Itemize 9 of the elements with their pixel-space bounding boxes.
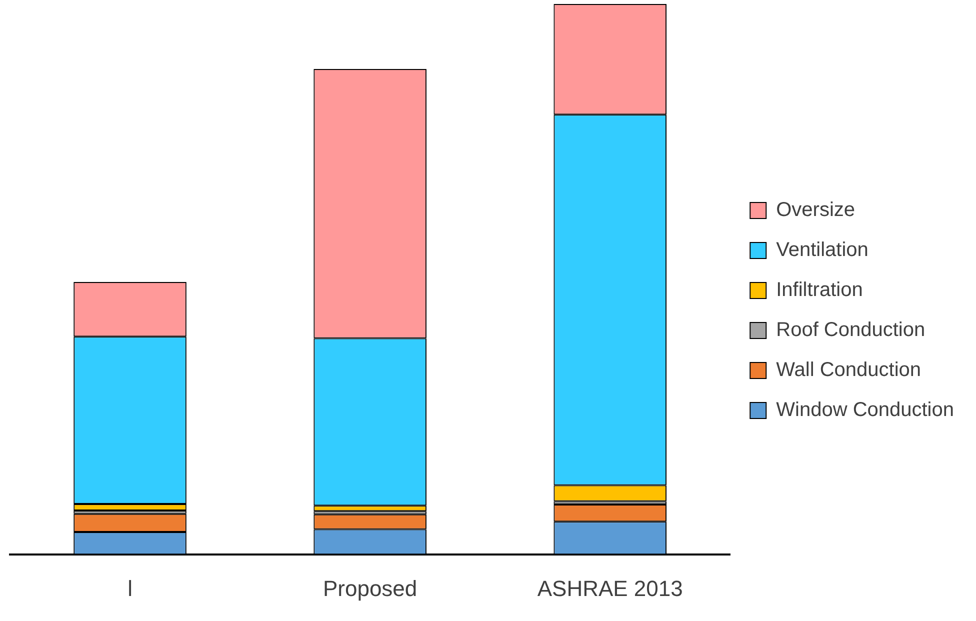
legend-label: Window Conduction [776,399,954,422]
x-tick-label: Proposed [322,576,418,601]
legend-label: Wall Conduction [776,359,922,382]
legend-label: Infiltration [776,279,863,302]
legend-label: Ventilation [776,239,868,262]
x-tick-label: ASHRAE 2013 [537,576,683,601]
legend-label: Oversize [776,199,856,222]
x-tick-label: l [128,576,132,601]
legend-label: Roof Conduction [776,319,926,342]
